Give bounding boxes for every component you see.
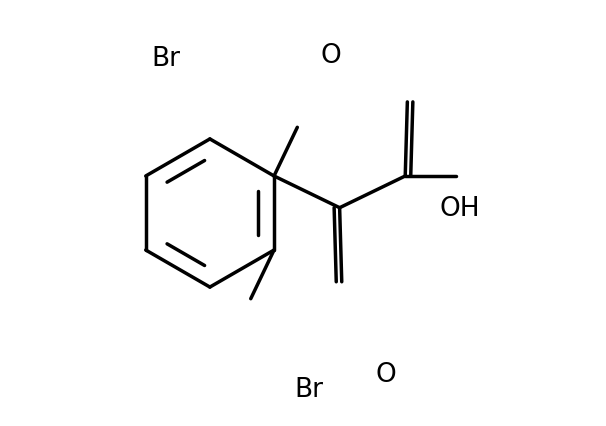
Text: Br: Br bbox=[151, 46, 180, 72]
Text: Br: Br bbox=[295, 377, 324, 403]
Text: OH: OH bbox=[439, 196, 480, 222]
Text: O: O bbox=[375, 362, 396, 388]
Text: O: O bbox=[320, 43, 341, 69]
